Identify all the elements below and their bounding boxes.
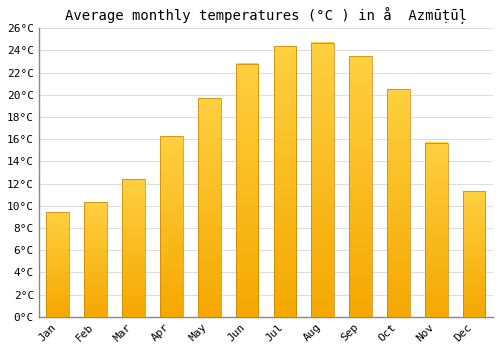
Bar [198, 98, 220, 317]
Bar [387, 89, 410, 317]
Bar [463, 191, 485, 317]
Bar [122, 179, 145, 317]
Bar [425, 142, 448, 317]
Bar [160, 136, 182, 317]
Bar [349, 56, 372, 317]
Bar [312, 43, 334, 317]
Bar [274, 46, 296, 317]
Bar [46, 212, 69, 317]
Bar [236, 64, 258, 317]
Title: Average monthly temperatures (°C ) in å  Azmūṭūļ: Average monthly temperatures (°C ) in å … [65, 7, 467, 24]
Bar [84, 203, 107, 317]
